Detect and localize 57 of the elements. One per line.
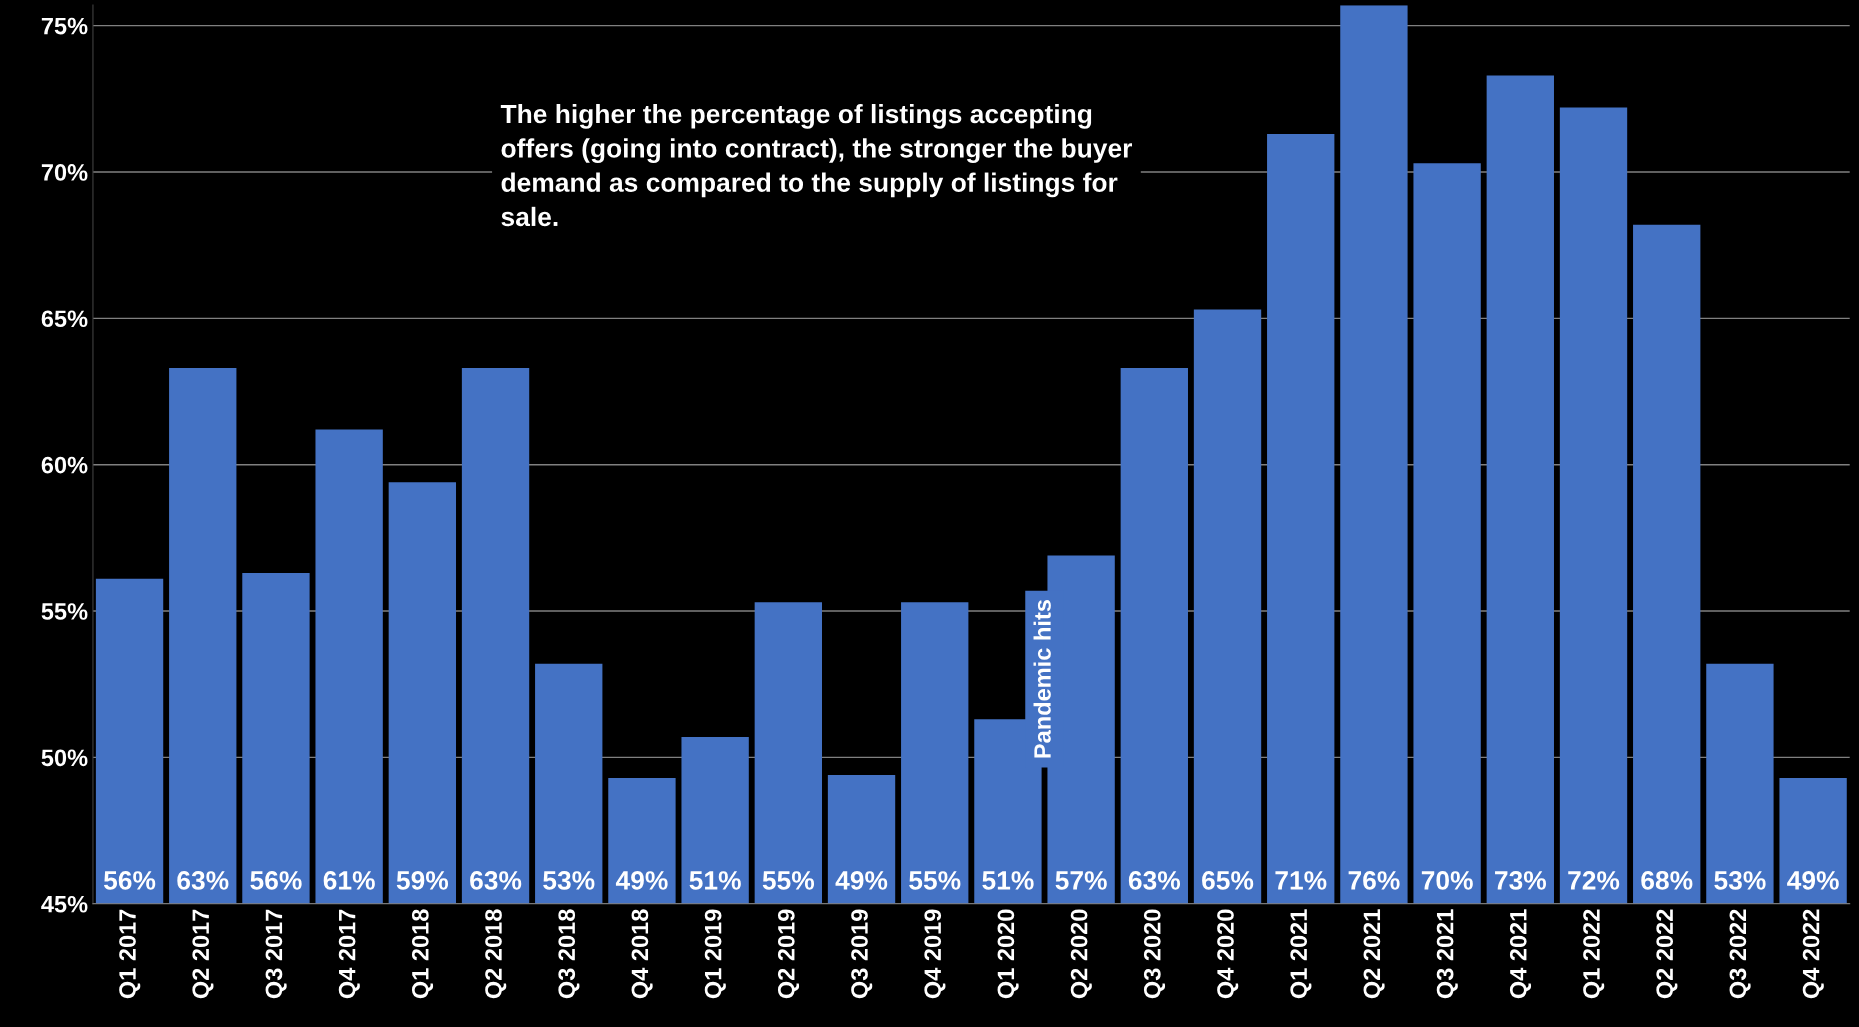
x-tick-label: Q4 2019: [924, 909, 946, 999]
data-label: 73%: [1495, 871, 1547, 890]
x-tick-label: Q1 2021: [1290, 909, 1312, 999]
x-tick-label: Q2 2018: [485, 909, 507, 999]
x-tick-label: Q1 2020: [997, 909, 1019, 999]
data-label: 57%: [1055, 871, 1107, 890]
x-tick-label: Q1 2017: [119, 909, 141, 999]
data-label: 70%: [1421, 871, 1473, 890]
data-label: 49%: [835, 871, 888, 890]
x-tick-label: Q1 2022: [1583, 909, 1605, 999]
x-tick-label: Q2 2020: [1070, 909, 1092, 999]
y-tick-label: 60%: [41, 456, 88, 474]
x-tick-label: Q3 2018: [558, 909, 580, 999]
data-label: 65%: [1202, 871, 1254, 890]
y-tick-label: 65%: [41, 310, 88, 328]
data-label: 49%: [615, 871, 668, 890]
x-tick-label: Q4 2022: [1802, 909, 1824, 999]
data-label: 53%: [543, 871, 595, 890]
data-label: 76%: [1348, 871, 1400, 890]
x-tick-label: Q3 2022: [1729, 909, 1751, 999]
x-tick-label: Q3 2019: [851, 909, 873, 999]
x-tick-label: Q1 2019: [704, 909, 726, 999]
x-tick-label: Q1 2018: [411, 909, 434, 999]
x-tick-label: Q2 2019: [777, 909, 800, 999]
data-label: 53%: [1714, 871, 1766, 890]
x-tick-label: Q2 2021: [1363, 909, 1385, 999]
y-tick-label: 45%: [41, 895, 88, 913]
data-label: 71%: [1275, 871, 1327, 890]
data-label: 55%: [909, 871, 961, 890]
data-label: 51%: [689, 871, 741, 890]
annotation: The higher the percentage of listings accepting offers (going into contract), the stronger the buyer demand as compared to the supply of listings for sale.: [500, 103, 1133, 227]
data-label: 56%: [103, 871, 156, 890]
y-tick-label: 55%: [41, 603, 88, 620]
data-label: 56%: [250, 871, 302, 890]
data-label: 63%: [1128, 871, 1181, 890]
x-tick-label: Q2 2022: [1656, 909, 1678, 999]
x-tick-label: Q4 2017: [338, 909, 360, 999]
data-label: 55%: [762, 871, 815, 890]
y-tick-label: 70%: [41, 164, 88, 181]
data-label: 61%: [323, 871, 375, 890]
data-label: 51%: [982, 871, 1034, 890]
y-tick-label: 50%: [41, 749, 88, 767]
annotation: Pandemic hits: [1033, 600, 1051, 758]
x-tick-label: Q4 2021: [1509, 909, 1532, 999]
data-label: 63%: [470, 871, 522, 890]
data-label: 63%: [177, 871, 229, 890]
x-tick-label: Q3 2020: [1143, 909, 1166, 999]
data-label: 49%: [1787, 871, 1839, 890]
x-tick-label: Q4 2018: [631, 909, 653, 999]
x-tick-label: Q4 2020: [1217, 909, 1239, 999]
y-tick-label: 75%: [41, 17, 88, 35]
x-tick-label: Q3 2021: [1436, 909, 1458, 999]
x-tick-label: Q2 2017: [192, 909, 214, 999]
data-label: 59%: [396, 871, 449, 890]
x-tick-label: Q3 2017: [265, 909, 287, 999]
data-label: 72%: [1568, 871, 1620, 890]
data-label: 68%: [1641, 871, 1693, 890]
